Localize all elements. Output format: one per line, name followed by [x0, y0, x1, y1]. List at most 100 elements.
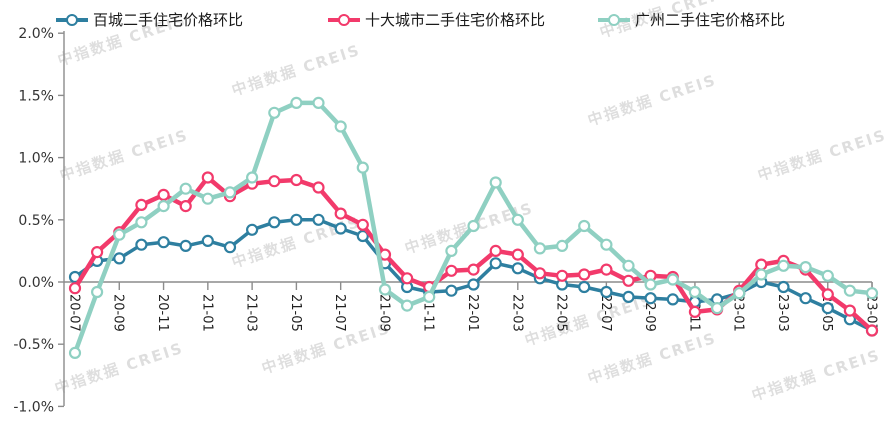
data-point-marker: [223, 241, 237, 254]
data-point-marker: [489, 244, 502, 257]
x-axis-tick-label: 20-11: [155, 294, 170, 332]
x-axis-tick-label: 21-09: [376, 294, 391, 332]
data-point-marker: [268, 175, 281, 188]
y-axis-tick-label: 0.0%: [18, 275, 54, 291]
y-axis-tick-label: -1.0%: [13, 399, 54, 415]
data-point-marker: [334, 207, 347, 220]
data-point-marker: [401, 272, 414, 285]
x-axis-tick-label: 21-07: [332, 294, 347, 332]
data-point-marker: [511, 213, 524, 226]
data-point-marker: [865, 324, 879, 337]
data-point-marker: [378, 283, 392, 296]
data-point-marker: [223, 186, 237, 199]
data-point-marker: [821, 288, 834, 301]
x-axis-tick-label: 21-01: [199, 294, 214, 332]
data-point-marker: [710, 302, 724, 315]
data-point-marker: [312, 213, 325, 226]
data-point-marker: [511, 262, 524, 275]
data-point-marker: [600, 285, 613, 299]
x-axis-tick-label: 22-07: [598, 294, 613, 332]
data-point-marker: [445, 244, 458, 257]
data-point-marker: [467, 263, 480, 276]
data-point-marker: [555, 239, 569, 252]
legend-line-marker-shidachengshi: [328, 14, 360, 26]
data-point-marker: [290, 213, 303, 226]
data-point-marker: [90, 246, 104, 259]
data-point-marker: [843, 304, 857, 317]
data-point-marker: [644, 278, 657, 291]
legend-item-baicheng[interactable]: 百城二手住宅价格环比: [56, 9, 243, 31]
data-point-marker: [135, 198, 148, 211]
data-point-marker: [157, 188, 170, 201]
x-axis-tick-label: 20-07: [66, 294, 81, 332]
legend-label: 百城二手住宅价格环比: [93, 11, 244, 29]
data-point-marker: [622, 290, 635, 303]
data-point-marker: [688, 285, 702, 299]
x-axis-tick-label: 22-05: [554, 294, 569, 332]
data-point-marker: [312, 181, 325, 194]
data-point-marker: [356, 218, 369, 231]
data-point-marker: [622, 259, 635, 272]
legend-item-shidachengshi[interactable]: 十大城市二手住宅价格环比: [328, 9, 545, 31]
data-point-marker: [666, 293, 679, 306]
y-axis-tick-label: 2.0%: [18, 26, 54, 42]
data-point-marker: [578, 268, 591, 281]
data-point-marker: [644, 292, 657, 305]
data-point-marker: [179, 200, 192, 213]
data-point-marker: [246, 223, 259, 236]
y-axis-tick-label: -0.5%: [13, 337, 54, 353]
legend-dot-icon: [338, 14, 350, 26]
x-axis-tick-label: 20-09: [111, 294, 126, 332]
data-point-marker: [179, 182, 192, 195]
data-point-marker: [578, 219, 591, 233]
data-point-marker: [688, 305, 702, 318]
x-axis-tick-label: 21-11: [421, 294, 436, 332]
legend-item-guangzhou[interactable]: 广州二手住宅价格环比: [598, 9, 785, 31]
data-point-marker: [246, 171, 259, 184]
data-point-marker: [755, 268, 768, 281]
data-point-marker: [600, 263, 613, 276]
data-point-marker: [467, 278, 480, 291]
data-point-marker: [334, 222, 347, 235]
x-axis-tick-label: 22-01: [465, 294, 480, 332]
data-point-marker: [90, 285, 104, 299]
data-point-marker: [157, 200, 170, 213]
data-point-marker: [467, 219, 480, 233]
data-point-marker: [843, 284, 857, 297]
data-point-marker: [533, 267, 547, 280]
data-point-marker: [268, 106, 281, 119]
x-axis-tick-label: 21-05: [288, 294, 303, 332]
x-axis-tick-label: 21-03: [244, 294, 259, 332]
data-point-marker: [356, 229, 369, 243]
data-point-marker: [489, 257, 502, 270]
data-point-marker: [799, 292, 812, 305]
legend-label: 十大城市二手住宅价格环比: [365, 11, 546, 29]
data-point-marker: [777, 259, 790, 272]
legend-label: 广州二手住宅价格环比: [635, 11, 786, 29]
data-point-marker: [489, 176, 502, 189]
x-axis-tick-label: 23-03: [775, 294, 790, 332]
data-point-marker: [290, 96, 303, 110]
data-point-marker: [201, 171, 214, 184]
data-point-marker: [356, 161, 369, 174]
data-point-marker: [157, 236, 170, 249]
data-point-marker: [135, 216, 148, 229]
data-point-marker: [268, 216, 281, 229]
x-axis-tick-label: 22-03: [509, 294, 524, 332]
data-point-marker: [401, 299, 414, 312]
data-point-marker: [600, 238, 613, 251]
data-point-marker: [555, 269, 569, 282]
data-point-marker: [201, 234, 214, 247]
data-point-marker: [445, 284, 458, 297]
legend-line-marker-baicheng: [56, 14, 88, 26]
x-axis-tick-label: 23-01: [731, 294, 746, 332]
data-point-marker: [622, 274, 635, 287]
y-axis-tick-label: 1.0%: [18, 151, 54, 167]
data-point-marker: [68, 346, 82, 359]
data-point-marker: [821, 302, 834, 315]
data-point-marker: [135, 238, 148, 251]
data-point-marker: [666, 273, 679, 286]
data-point-marker: [423, 290, 436, 303]
